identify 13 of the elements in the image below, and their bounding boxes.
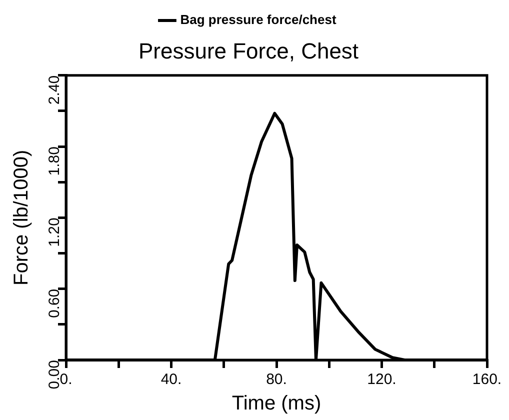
y-tick-label: 1.80 [46,146,64,176]
y-tick-label: 2.40 [46,75,64,105]
legend-label: Bag pressure force/chest [180,12,337,28]
x-tick-label: 40. [160,371,182,388]
y-tick-label: 1.20 [46,218,64,247]
x-tick-label: 0. [60,371,72,388]
y-tick-label: 0.60 [46,288,64,318]
x-tick-label: 160. [472,371,502,388]
x-tick-label: 120. [367,371,396,388]
x-axis-title: Time (ms) [232,392,322,415]
y-axis-title: Force (lb/1000) [10,150,33,286]
x-tick-label: 80. [266,371,287,388]
chart-title: Pressure Force, Chest [138,38,359,64]
